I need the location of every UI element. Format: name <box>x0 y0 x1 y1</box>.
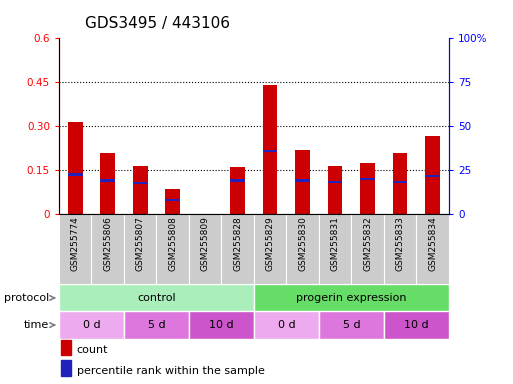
Text: percentile rank within the sample: percentile rank within the sample <box>76 366 264 376</box>
Text: progerin expression: progerin expression <box>296 293 407 303</box>
Bar <box>59 284 254 311</box>
Bar <box>351 214 384 284</box>
Bar <box>254 284 449 311</box>
Bar <box>101 152 115 214</box>
Text: time: time <box>24 320 49 330</box>
Text: count: count <box>76 345 108 355</box>
Text: GSM255829: GSM255829 <box>266 216 274 271</box>
Bar <box>165 189 180 214</box>
Bar <box>124 311 189 339</box>
Bar <box>328 166 343 214</box>
Bar <box>263 85 278 214</box>
Text: GSM255809: GSM255809 <box>201 216 210 271</box>
Bar <box>393 152 407 214</box>
Bar <box>286 214 319 284</box>
Bar <box>61 340 71 355</box>
Text: 5 d: 5 d <box>343 320 360 330</box>
Bar <box>425 175 440 177</box>
Bar <box>124 214 156 284</box>
Bar <box>328 181 343 183</box>
Bar <box>295 150 310 214</box>
Text: 10 d: 10 d <box>404 320 429 330</box>
Bar <box>230 167 245 214</box>
Bar <box>59 311 124 339</box>
Text: 0 d: 0 d <box>83 320 101 330</box>
Bar <box>91 214 124 284</box>
Bar <box>384 311 449 339</box>
Text: GSM255808: GSM255808 <box>168 216 177 271</box>
Text: GSM255830: GSM255830 <box>298 216 307 271</box>
Bar <box>156 214 189 284</box>
Bar <box>222 214 254 284</box>
Bar <box>61 361 71 376</box>
Bar <box>230 179 245 182</box>
Text: GSM255828: GSM255828 <box>233 216 242 271</box>
Bar <box>101 179 115 182</box>
Bar <box>254 311 319 339</box>
Text: GSM255833: GSM255833 <box>396 216 405 271</box>
Text: GSM255831: GSM255831 <box>331 216 340 271</box>
Bar <box>254 214 286 284</box>
Text: 5 d: 5 d <box>148 320 165 330</box>
Text: GSM255774: GSM255774 <box>71 216 80 271</box>
Text: GSM255832: GSM255832 <box>363 216 372 271</box>
Bar <box>319 214 351 284</box>
Bar <box>68 173 83 176</box>
Text: GSM255807: GSM255807 <box>136 216 145 271</box>
Bar <box>360 163 375 214</box>
Bar <box>165 199 180 201</box>
Bar <box>189 214 222 284</box>
Bar <box>319 311 384 339</box>
Bar <box>189 311 254 339</box>
Text: 10 d: 10 d <box>209 320 234 330</box>
Bar <box>417 214 449 284</box>
Bar <box>384 214 417 284</box>
Bar <box>133 166 148 214</box>
Bar <box>133 182 148 184</box>
Bar <box>68 122 83 214</box>
Text: control: control <box>137 293 176 303</box>
Bar <box>393 181 407 183</box>
Text: protocol: protocol <box>4 293 49 303</box>
Text: 0 d: 0 d <box>278 320 295 330</box>
Text: GSM255806: GSM255806 <box>103 216 112 271</box>
Bar <box>425 136 440 214</box>
Bar <box>263 150 278 152</box>
Text: GDS3495 / 443106: GDS3495 / 443106 <box>85 16 230 31</box>
Text: GSM255834: GSM255834 <box>428 216 437 271</box>
Bar <box>295 179 310 182</box>
Bar <box>59 214 91 284</box>
Bar <box>360 178 375 180</box>
